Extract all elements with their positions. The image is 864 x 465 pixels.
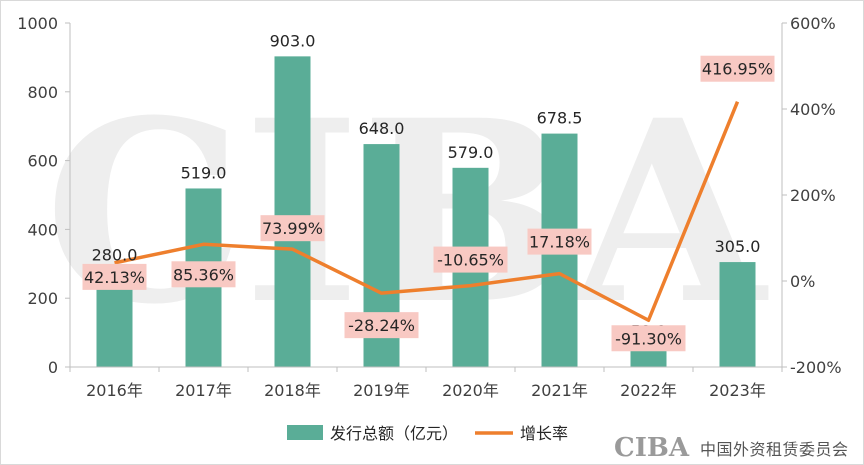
bar: [719, 262, 756, 367]
growth-label-box: [344, 312, 419, 339]
legend: 发行总额（亿元） 增长率: [287, 424, 568, 443]
bar-value-label: 280.0: [92, 246, 138, 265]
growth-line-path: [114, 101, 740, 323]
y-left-tick-label: 200: [27, 289, 58, 308]
growth-value-label: -10.65%: [437, 251, 504, 270]
bar-value-label: 579.0: [448, 143, 494, 162]
x-tick-label: 2016年: [86, 381, 143, 400]
growth-label-box: [527, 228, 592, 255]
growth-value-label: 416.95%: [702, 60, 773, 79]
y-right-tick-label: 400%: [790, 100, 836, 119]
y-left-tick-label: 400: [27, 220, 58, 239]
growth-label-box: [171, 261, 236, 288]
x-tick-label: 2020年: [442, 381, 499, 400]
y-right-tick-label: 0%: [790, 272, 815, 291]
growth-value-label: 85.36%: [173, 265, 234, 284]
y-right-tick-label: 200%: [790, 186, 836, 205]
x-tick-label: 2018年: [264, 381, 321, 400]
bar-value-label: 648.0: [359, 119, 405, 138]
y-right-tick-label: -200%: [790, 358, 842, 377]
ciba-logo-text: 中国外资租赁委员会: [700, 440, 849, 459]
x-tick-label: 2023年: [709, 381, 766, 400]
bar-value-label: 519.0: [181, 163, 227, 182]
axes: 0 200 400 600 800 1000 -200% 0% 200% 400% 600% 2016…: [17, 14, 841, 400]
growth-label-box: [611, 325, 686, 352]
ciba-logo-letters: CIBA: [614, 433, 690, 460]
x-tick-label: 2021年: [531, 381, 588, 400]
x-tick-label: 2017年: [175, 381, 232, 400]
growth-value-label: 73.99%: [262, 219, 323, 238]
growth-value-label: -91.30%: [615, 329, 682, 348]
ciba-logo-mark: CIBA: [614, 433, 690, 460]
growth-label-box: [82, 263, 147, 290]
y-left-tick-label: 1000: [17, 14, 58, 33]
x-tick-label: 2022年: [620, 381, 677, 400]
bar-value-label: 678.5: [537, 109, 583, 128]
legend-line-label: 增长率: [520, 424, 568, 443]
growth-label-box: [433, 246, 508, 273]
bar: [274, 56, 311, 367]
y-right-tick-label: 600%: [790, 14, 836, 33]
growth-label-box: [700, 55, 775, 82]
growth-value-label: -28.24%: [348, 316, 415, 335]
bar-value-label: 305.0: [715, 237, 761, 256]
bar: [630, 346, 667, 367]
legend-bar-label: 发行总额（亿元）: [330, 424, 458, 443]
data-labels: 280.0519.0903.0648.0579.0678.559.0305.04…: [82, 31, 775, 352]
growth-value-label: 17.18%: [529, 233, 590, 252]
growth-value-label: 42.13%: [84, 268, 145, 287]
y-left-tick-label: 800: [27, 83, 58, 102]
watermark: CIBA: [44, 65, 768, 359]
growth-line: [114, 101, 740, 323]
growth-label-box: [260, 215, 325, 242]
y-left-tick-label: 0: [48, 358, 58, 377]
y-left-tick-label: 600: [27, 152, 58, 171]
bar-value-label: 903.0: [270, 31, 316, 50]
x-tick-label: 2019年: [353, 381, 410, 400]
legend-bar-swatch: [287, 425, 323, 440]
